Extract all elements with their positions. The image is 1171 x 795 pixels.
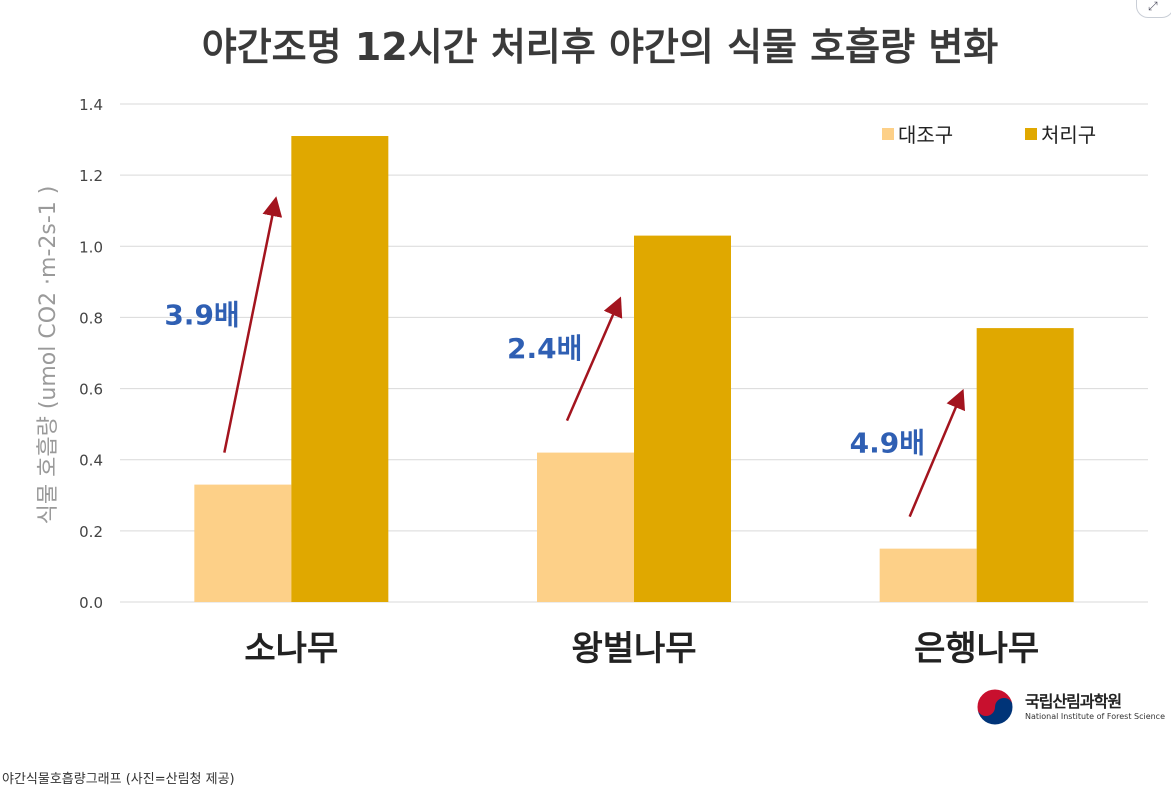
legend-label: 처리구: [1041, 123, 1096, 147]
legend: 대조구 처리구: [882, 123, 1096, 147]
legend-swatch: [882, 128, 894, 140]
ratio-arrow: [908, 388, 965, 518]
ratio-annotation: 2.4배: [507, 332, 582, 365]
chart-figure: 야간조명 12시간 처리후 야간의 식물 호흡량 변화 0.0 0.2 0.4 0.6…: [36, 25, 1148, 669]
bar-treated-2: [976, 328, 1074, 602]
institute-logo: 국립산림과학원 National Institute of Forest Sci…: [975, 685, 1165, 729]
x-tick-label: 은행나무: [914, 629, 1039, 669]
bars: [194, 136, 1074, 602]
expand-icon[interactable]: ⤢: [1136, 0, 1171, 18]
bar-treated-1: [634, 235, 731, 602]
ratio-annotation: 3.9배: [164, 298, 239, 331]
bar-control-2: [879, 548, 977, 602]
y-tick-label: 1.4: [79, 96, 103, 114]
y-tick-label: 0.0: [79, 594, 103, 612]
ratio-arrow: [565, 296, 623, 422]
y-tick-labels: 0.0 0.2 0.4 0.6 0.8 1.0 1.2 1.4: [79, 96, 103, 612]
x-tick-labels: 소나무 왕벌나무 은행나무: [244, 629, 1039, 669]
chart-title: 야간조명 12시간 처리후 야간의 식물 호흡량 변화: [202, 25, 999, 69]
image-caption: 야간식물호흡량그래프 (사진=산림청 제공): [2, 772, 235, 787]
ratio-annotation: 4.9배: [850, 426, 925, 459]
x-tick-label: 소나무: [244, 629, 338, 669]
y-axis-label: 식물 호흡량 (umol CO2 ·m-2s-1 ): [36, 186, 61, 525]
bar-control-0: [194, 484, 292, 602]
y-tick-label: 1.0: [79, 238, 103, 256]
bar-control-1: [537, 452, 634, 602]
y-tick-label: 0.2: [79, 523, 103, 541]
ratio-arrows: 3.9배 2.4배 4.9배: [164, 196, 965, 518]
ratio-arrow: [223, 196, 283, 453]
logo-name-english: National Institute of Forest Science: [1025, 712, 1166, 721]
legend-swatch: [1025, 128, 1037, 140]
taegeuk-logo-icon: [976, 688, 1014, 726]
y-tick-label: 0.6: [79, 381, 103, 399]
bar-treated-0: [291, 136, 389, 602]
y-tick-label: 0.4: [79, 452, 103, 470]
x-tick-label: 왕벌나무: [571, 629, 696, 669]
y-tick-label: 1.2: [79, 167, 103, 185]
logo-name-korean: 국립산림과학원: [1025, 692, 1122, 711]
legend-label: 대조구: [898, 123, 953, 147]
bar-chart: 야간조명 12시간 처리후 야간의 식물 호흡량 변화 0.0 0.2 0.4 0.6…: [36, 25, 1148, 669]
y-tick-label: 0.8: [79, 309, 103, 327]
